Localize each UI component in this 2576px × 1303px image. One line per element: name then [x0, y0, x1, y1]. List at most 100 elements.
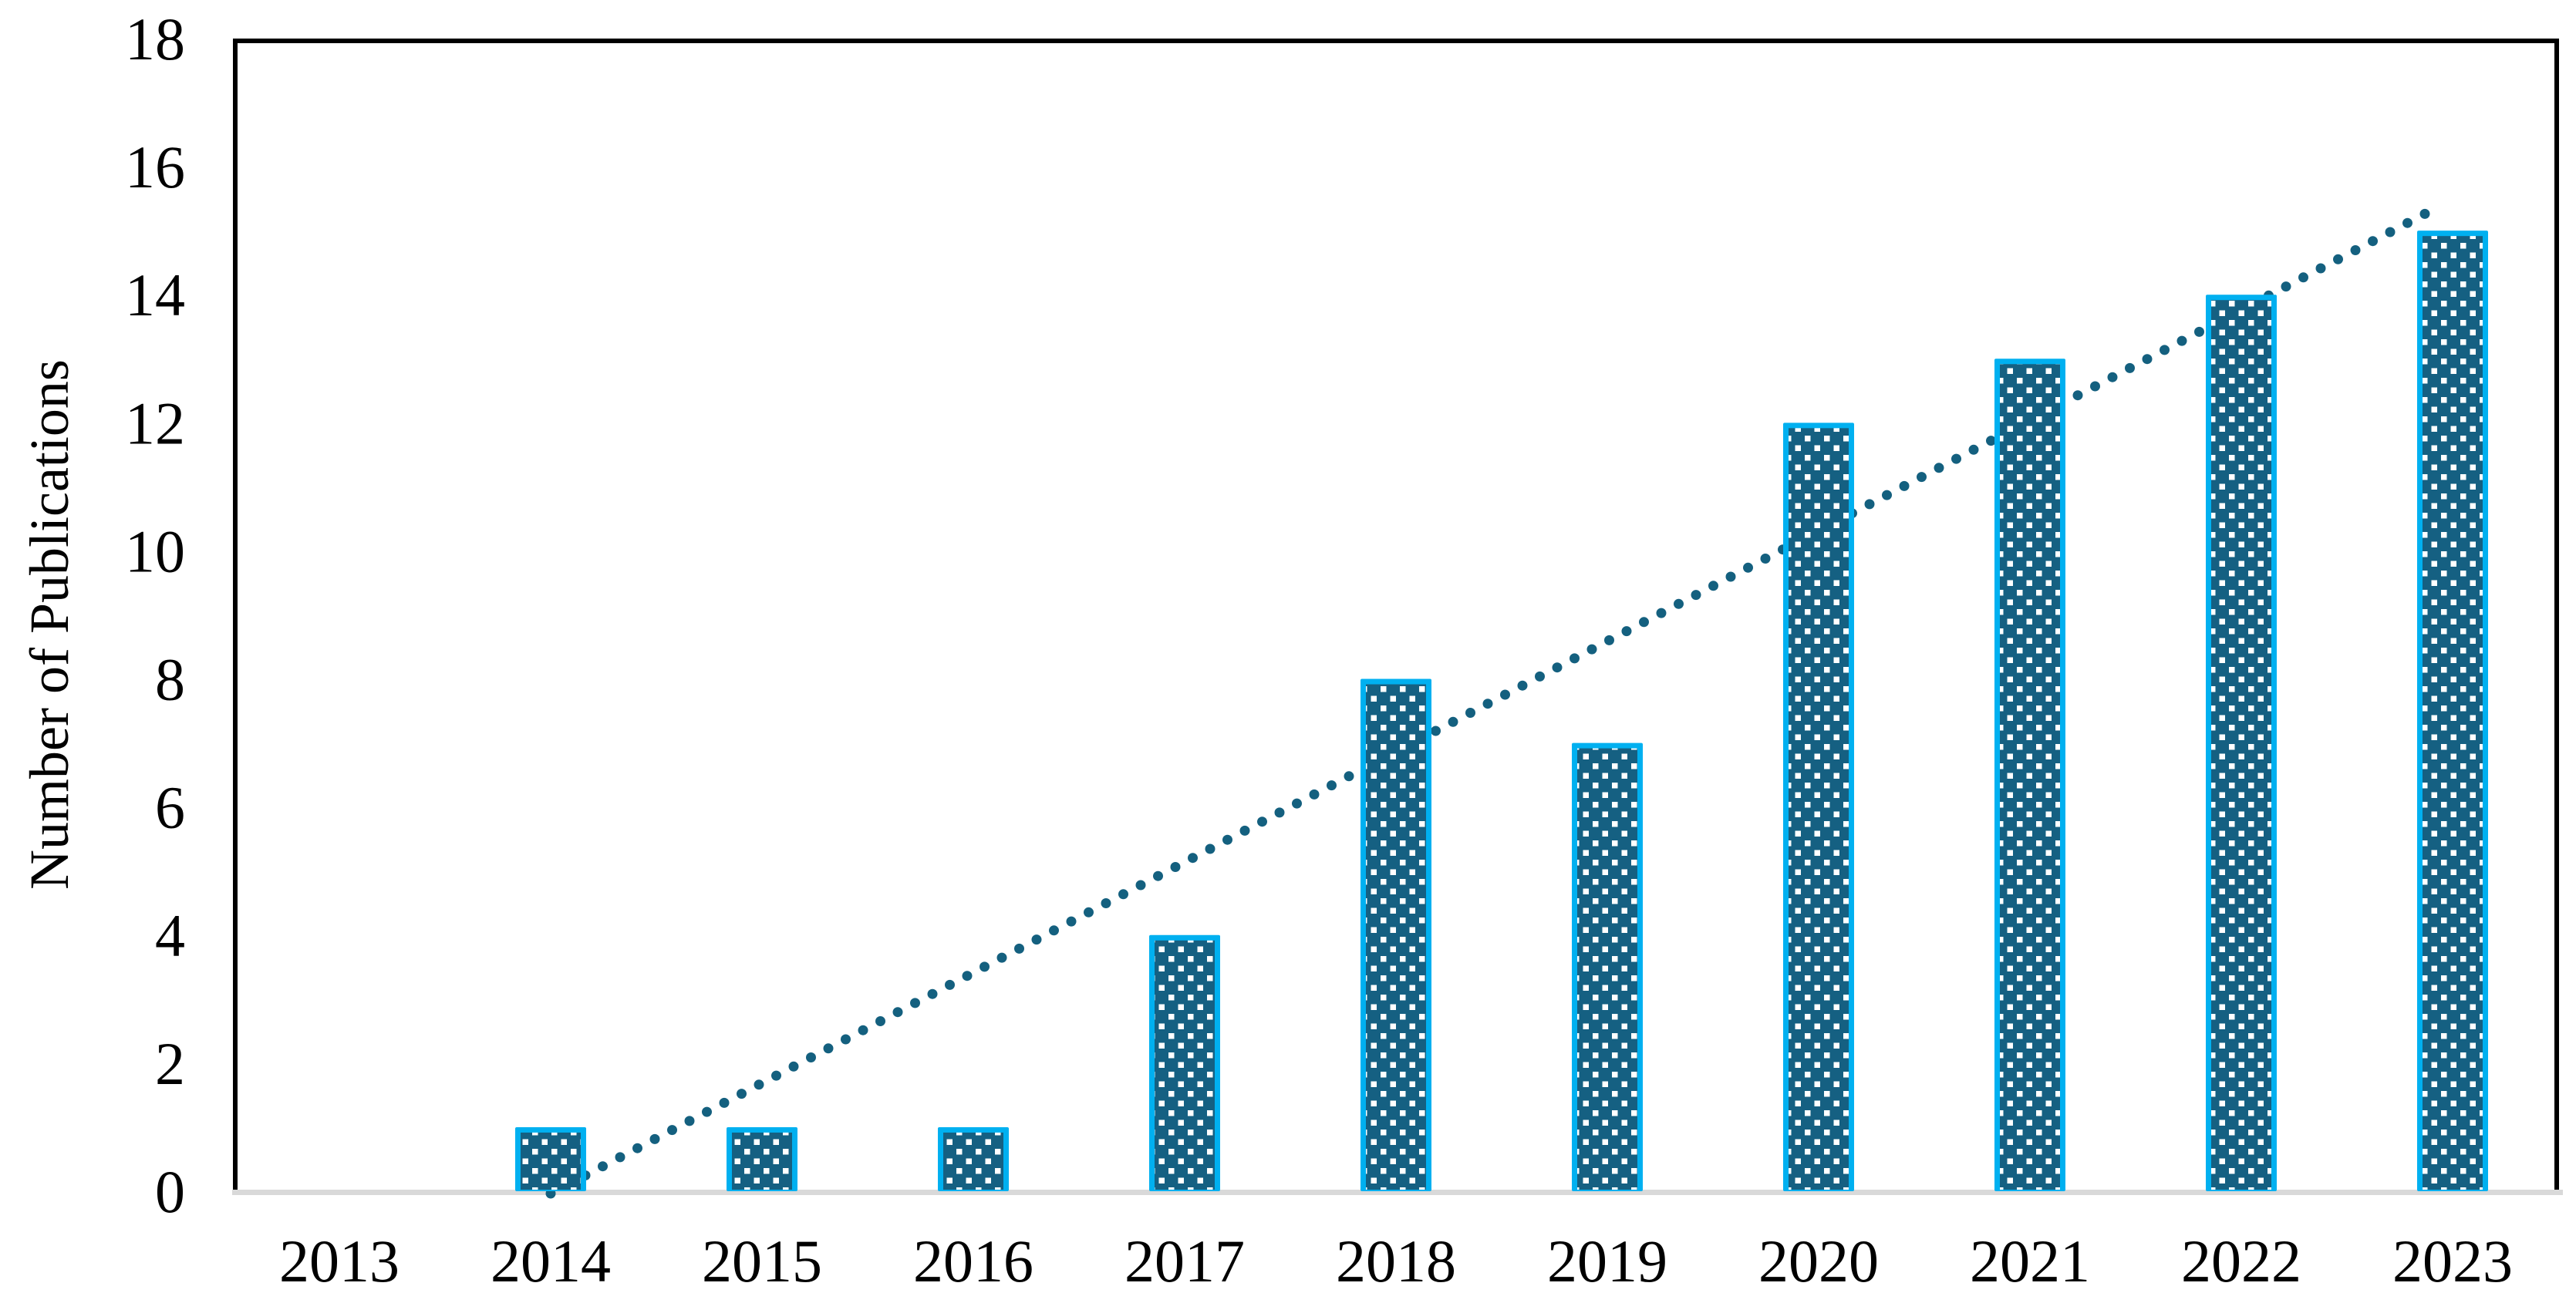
bar-2021 [2000, 364, 2060, 1190]
y-tick-label-8: 8 [155, 646, 185, 713]
trend-dot [684, 1116, 695, 1126]
trend-dot [1656, 608, 1667, 618]
trend-dot [1899, 480, 1910, 491]
trend-dot [1344, 771, 1354, 782]
trend-dot [1170, 862, 1181, 872]
x-tick-label-2014: 2014 [491, 1227, 611, 1295]
y-tick-label-14: 14 [125, 261, 185, 328]
trend-dot [1639, 617, 1649, 628]
trend-dot [754, 1079, 764, 1090]
trend-dot [1292, 798, 1302, 809]
trend-dot [1327, 780, 1337, 791]
x-tick-label-2013: 2013 [279, 1227, 400, 1295]
trend-dot [996, 952, 1007, 963]
trend-dot [2107, 372, 2118, 382]
trend-dot [737, 1089, 747, 1099]
bar-2023 [2423, 236, 2483, 1190]
y-tick-label-18: 18 [125, 5, 185, 72]
trend-dot [2298, 272, 2308, 283]
trend-dot [1517, 680, 1528, 691]
trend-dot [788, 1061, 799, 1072]
bar-2022 [2211, 300, 2271, 1190]
trend-dot [2315, 263, 2326, 274]
trend-dot [1500, 689, 1510, 700]
trend-dot [1968, 444, 1979, 455]
trend-dot [1205, 843, 1216, 854]
bar-2019 [1577, 748, 1637, 1190]
trend-dot [1222, 834, 1232, 845]
trend-dot [1882, 490, 1892, 500]
trend-dot [1917, 472, 1927, 483]
trend-dot [1674, 598, 1684, 609]
trend-dot [1465, 708, 1475, 718]
trend-dot [598, 1161, 608, 1172]
trend-dot [1014, 943, 1024, 954]
trend-dot [2368, 236, 2378, 247]
trend-dot [2281, 281, 2291, 292]
trend-dot [1725, 571, 1736, 582]
y-tick-label-2: 2 [155, 1030, 185, 1097]
trend-dot [945, 979, 955, 990]
trend-dot [632, 1143, 642, 1153]
bar-2020 [1789, 428, 1849, 1190]
trend-dot [1535, 671, 1545, 682]
trendline-dotted [545, 208, 2430, 1199]
trend-dot [702, 1106, 712, 1117]
trend-dot [2385, 227, 2396, 237]
x-tick-label-2015: 2015 [702, 1227, 822, 1295]
trend-dot [1743, 562, 1753, 573]
trend-dot [2194, 326, 2204, 337]
trend-dot [1621, 626, 1632, 637]
trend-dot [1084, 907, 1094, 917]
x-tick-label-2018: 2018 [1336, 1227, 1456, 1295]
trend-dot [2419, 208, 2430, 219]
bar-2017 [1155, 940, 1215, 1190]
y-tick-label-12: 12 [125, 389, 185, 456]
trend-dot [927, 988, 938, 999]
trend-dot [1864, 499, 1875, 510]
plot-top-border [233, 39, 2558, 43]
trend-dot [1552, 662, 1563, 673]
trend-dot [2125, 362, 2135, 373]
trend-dot [858, 1025, 868, 1035]
trend-dot [615, 1152, 625, 1163]
trend-dot [875, 1016, 885, 1026]
trend-dot [2350, 245, 2361, 255]
trend-dot [1274, 807, 1285, 818]
trend-dot [2333, 254, 2343, 264]
trend-dot [841, 1034, 851, 1045]
bar-2016 [943, 1132, 1003, 1190]
trend-dot [1257, 816, 1267, 827]
trend-dot [1049, 925, 1059, 936]
trend-dot [962, 971, 973, 981]
trend-dot [2142, 354, 2153, 365]
trend-dot [1118, 889, 1128, 900]
trend-dot [1135, 880, 1146, 891]
y-tick-label-6: 6 [155, 774, 185, 841]
y-tick-label-10: 10 [125, 517, 185, 584]
y-axis-title: Number of Publications [19, 359, 80, 890]
trend-dot [1239, 825, 1250, 836]
trend-dot [823, 1043, 834, 1054]
trend-dot [2072, 390, 2083, 401]
trend-dot [910, 998, 920, 1008]
trend-dot [1760, 554, 1771, 564]
plot-right-border [2554, 39, 2559, 1190]
x-tick-label-2023: 2023 [2392, 1227, 2513, 1295]
x-tick-label-2021: 2021 [1970, 1227, 2090, 1295]
trend-dot [771, 1070, 781, 1081]
trend-dot [1309, 789, 1320, 800]
x-tick-label-2022: 2022 [2181, 1227, 2301, 1295]
trend-dot [1482, 699, 1493, 709]
trend-dot [1586, 644, 1597, 655]
trend-dot [2160, 345, 2170, 355]
trend-dot [719, 1097, 730, 1108]
y-axis-line [233, 39, 238, 1190]
trend-dot [892, 1007, 903, 1018]
trend-dot [1101, 898, 1111, 908]
trend-dot [979, 961, 990, 972]
x-tick-label-2016: 2016 [913, 1227, 1033, 1295]
trend-dot [1448, 716, 1458, 727]
trend-dot [1066, 916, 1077, 927]
